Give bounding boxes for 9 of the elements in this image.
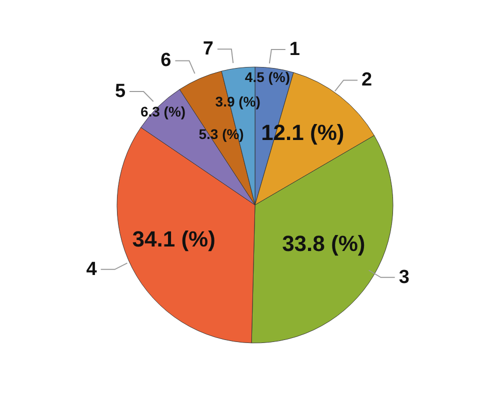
slice-label: 3	[398, 266, 410, 288]
slice-label: 7	[202, 38, 214, 60]
slice-label: 4	[86, 258, 98, 280]
slice-label: 1	[289, 39, 300, 60]
data-label: 34.1 (%)	[132, 226, 216, 252]
slice-label: 6	[160, 50, 172, 72]
slice-label: 2	[362, 70, 372, 91]
slice-label: 5	[114, 81, 126, 102]
data-label: 33.8 (%)	[282, 231, 366, 256]
